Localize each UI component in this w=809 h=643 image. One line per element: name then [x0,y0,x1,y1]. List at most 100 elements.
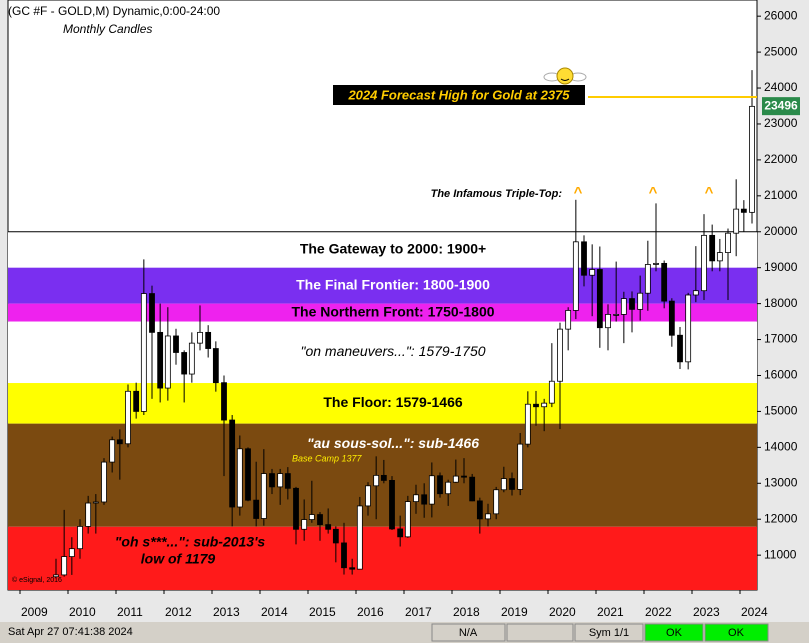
candle-body [428,475,435,505]
candle-body [260,473,267,519]
last-price-box [762,97,800,116]
triple-top-marker: ^ [649,184,658,201]
band-labels: The Gateway to 2000: 1900+ The Final Fron… [115,240,495,566]
status-time: Sat Apr 27 07:41:38 2024 [8,626,133,638]
candle-body [533,403,539,408]
x-tick-label: 2017 [405,605,432,619]
last-price-label: 23496 [764,98,798,112]
candle-body [301,519,308,530]
candle-body [421,494,428,505]
candle-body [365,485,371,507]
candle-body [181,352,188,375]
candle-body [716,252,723,262]
candle-body [404,501,411,538]
status-field: Sym 1/1 [589,627,629,639]
candle-body [461,475,467,478]
x-tick-label: 2013 [213,605,240,619]
candle-body [173,335,179,353]
candle-body [133,390,140,412]
candle-body [565,310,572,330]
y-tick-label: 19000 [764,260,798,274]
candle-body [308,514,315,520]
x-tick-label: 2019 [501,605,528,619]
candle-body [668,300,675,336]
base-camp-label: Base Camp 1377 [292,453,363,463]
status-field: OK [728,627,745,639]
candle-body [509,478,515,490]
x-tick-label: 2020 [549,605,576,619]
x-tick-label: 2010 [69,605,96,619]
candle-body [629,298,635,310]
candle-body [188,342,195,375]
candle-body [116,439,123,445]
chart-subtitle: Monthly Candles [63,22,152,36]
x-tick-label: 2016 [357,605,384,619]
candle-body [293,487,299,530]
candle-body [85,502,92,527]
candle-body [349,567,356,570]
candle-body [596,269,603,329]
y-tick-label: 25000 [764,44,798,58]
candle-body [709,234,716,262]
band-label: "au sous-sol...": sub-1466 [307,435,479,451]
candle-body [277,473,284,488]
chart-title: (GC #F - GOLD,M) Dynamic,0:00-24:00 [8,4,220,18]
candle-body [157,331,164,389]
band-label: The Gateway to 2000: 1900+ [300,240,486,256]
y-tick-label: 20000 [764,224,798,238]
candle-body [101,461,107,503]
x-tick-label: 2014 [261,605,288,619]
x-tick-label: 2022 [645,605,672,619]
candle-body [605,314,611,329]
candle-body [725,232,731,254]
candle-body [637,292,644,310]
candle-body [325,524,332,530]
candle-body [692,290,699,296]
candle-body [253,499,260,519]
x-tick-label: 2018 [453,605,480,619]
candle-body [140,293,147,412]
candle-body [413,494,419,503]
candle-body [581,241,587,276]
x-tick-label: 2024 [741,605,768,619]
copyright: © eSignal, 2016 [12,576,62,584]
candle-body [749,105,755,213]
candle-body [61,556,68,576]
status-box [704,623,769,642]
candles [53,70,755,579]
candle-body [677,334,683,363]
candle-body [380,474,387,481]
y-tick-label: 11000 [764,547,797,561]
band-label: The Floor: 1579-1466 [323,394,462,410]
status-field: OK [666,627,683,639]
candle-body [212,348,219,384]
band-label: "on maneuvers...": 1579-1750 [300,343,485,359]
candle-body [229,419,236,508]
y-tick-label: 22000 [764,152,798,166]
smiley-icon [543,67,587,85]
candle-body [437,475,443,495]
y-tick-label: 14000 [764,440,798,454]
y-tick-label: 15000 [764,404,798,418]
candle-body [661,262,668,302]
candle-body [205,331,212,349]
status-box [506,623,574,642]
price-band [8,526,757,590]
x-tick-label: 2021 [597,605,624,619]
y-tick-label: 13000 [764,475,798,489]
band-label: The Final Frontier: 1800-1900 [296,276,490,292]
band-label: The Northern Front: 1750-1800 [291,303,494,319]
candle-body [644,264,651,294]
candle-body [221,382,227,421]
candle-body [125,390,131,445]
candle-body [469,476,476,502]
x-tick-label: 2011 [117,605,143,619]
status-field: N/A [459,627,478,639]
candle-body [164,335,171,389]
candle-body [613,314,620,316]
status-box [431,623,506,642]
price-band [8,231,757,268]
candle-body [356,505,363,570]
candle-body [740,208,747,213]
